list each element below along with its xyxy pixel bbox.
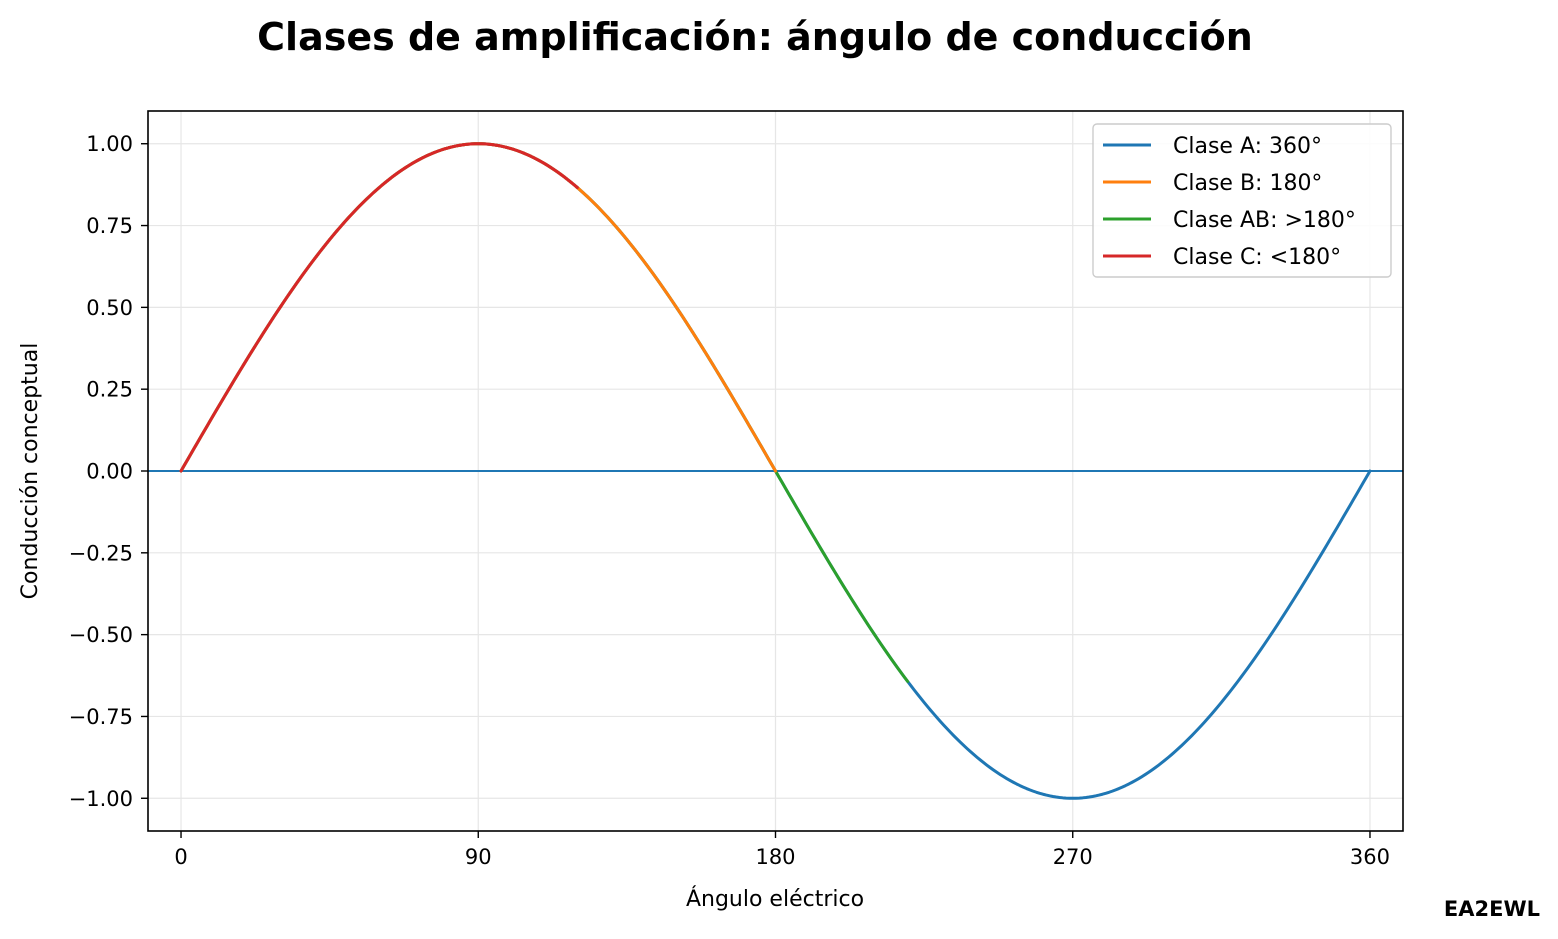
legend-label-0: Clase A: 360° — [1173, 134, 1322, 159]
chart-title: Clases de amplificación: ángulo de condu… — [257, 15, 1253, 59]
x-tick-label-2: 180 — [755, 845, 795, 869]
series-line-3 — [179, 142, 579, 473]
y-tick-label-7: −0.75 — [69, 705, 133, 729]
legend: Clase A: 360° Clase B: 180° Clase AB: >180… — [1092, 123, 1392, 278]
y-tick-label-0: 1.00 — [86, 132, 133, 156]
y-tick-label-6: −0.50 — [69, 623, 133, 647]
y-tick-label-1: 0.75 — [86, 214, 133, 238]
legend-box — [1092, 123, 1392, 278]
ticks: 0 90 180 270 360 1.00 0.75 0.50 0.25 0.00 −0.25 −0.… — [69, 132, 1390, 869]
credit-text: EA2EWL — [1444, 897, 1540, 921]
y-axis-label: Conducción conceptual — [18, 343, 43, 600]
y-tick-label-5: −0.25 — [69, 541, 133, 565]
x-axis-label: Ángulo eléctrico — [686, 886, 864, 912]
y-tick-label-2: 0.50 — [86, 296, 133, 320]
x-tick-label-4: 360 — [1350, 845, 1390, 869]
y-tick-label-3: 0.25 — [86, 378, 133, 402]
x-tick-label-1: 90 — [465, 845, 492, 869]
x-tick-label-3: 270 — [1053, 845, 1093, 869]
legend-label-2: Clase AB: >180° — [1173, 208, 1356, 233]
y-tick-label-8: −1.00 — [69, 787, 133, 811]
legend-label-3: Clase C: <180° — [1173, 245, 1341, 270]
series-line-2 — [179, 142, 910, 683]
series-layer — [179, 142, 1372, 800]
x-tick-label-0: 0 — [174, 845, 187, 869]
y-tick-label-4: 0.00 — [86, 460, 133, 484]
legend-label-1: Clase B: 180° — [1173, 171, 1322, 196]
